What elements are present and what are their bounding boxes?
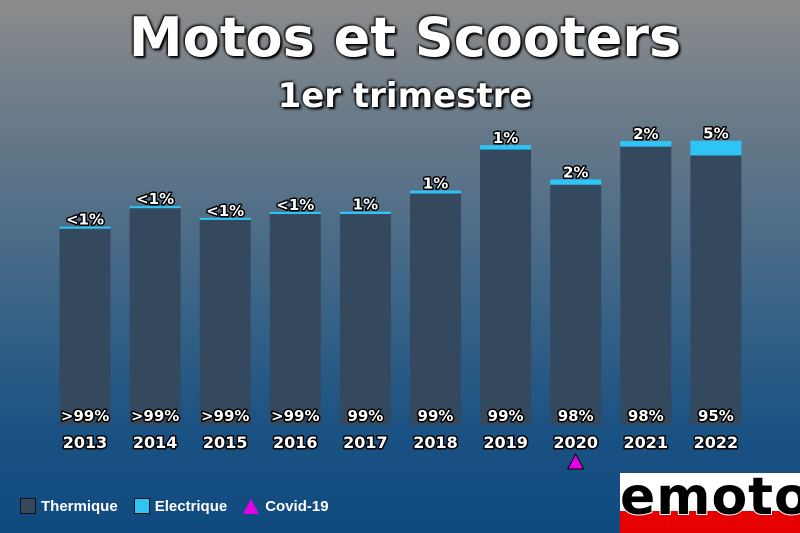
x-tick-2016: 2016 <box>273 433 318 452</box>
bar-thermique-2017 <box>339 214 391 425</box>
bar-electrique-2022 <box>690 140 742 156</box>
label-thermique-2015: >99% <box>201 407 249 425</box>
x-tick-2015: 2015 <box>203 433 248 452</box>
x-tick-2013: 2013 <box>63 433 108 452</box>
bar-thermique-2022 <box>690 155 742 425</box>
bar-thermique-2016 <box>269 214 321 425</box>
bar-thermique-2013 <box>59 228 111 425</box>
bar-electrique-2019 <box>480 145 532 150</box>
label-electrique-2013: <1% <box>66 211 104 229</box>
legend-item-covid: Covid-19 <box>243 497 329 515</box>
label-thermique-2021: 98% <box>628 407 664 425</box>
label-thermique-2019: 99% <box>488 407 524 425</box>
chart-title: Motos et Scooters <box>128 6 682 69</box>
bar-thermique-2014 <box>129 208 181 425</box>
x-tick-2019: 2019 <box>483 433 528 452</box>
bar-thermique-2019 <box>480 149 532 425</box>
label-electrique-2016: <1% <box>276 196 314 214</box>
label-electrique-2020: 2% <box>563 163 588 181</box>
bar-thermique-2020 <box>550 184 602 425</box>
legend-label-electrique: Electrique <box>154 497 228 515</box>
x-tick-2022: 2022 <box>694 433 739 452</box>
label-thermique-2013: >99% <box>61 407 109 425</box>
bar-thermique-2015 <box>199 219 251 425</box>
bar-thermique-2018 <box>410 193 461 425</box>
label-electrique-2014: <1% <box>136 190 174 208</box>
triangle-icon <box>243 498 260 514</box>
label-electrique-2017: 1% <box>353 196 378 214</box>
label-thermique-2020: 98% <box>558 407 594 425</box>
legend-item-thermique: Thermique <box>20 498 118 515</box>
label-electrique-2019: 1% <box>493 129 518 147</box>
bar-electrique-2021 <box>620 141 672 147</box>
logo-text: emoto <box>620 473 800 528</box>
chart-subtitle: 1er trimestre <box>277 76 533 116</box>
label-electrique-2015: <1% <box>206 202 244 220</box>
logo-red-band <box>620 511 800 533</box>
label-thermique-2016: >99% <box>271 407 319 425</box>
label-electrique-2018: 1% <box>423 175 448 193</box>
x-tick-2020: 2020 <box>553 433 598 452</box>
bar-electrique-2013 <box>59 226 111 229</box>
label-thermique-2018: 99% <box>418 407 454 425</box>
legend-label-thermique: Thermique <box>41 497 118 515</box>
bar-electrique-2016 <box>269 212 321 215</box>
legend-swatch-thermique <box>20 498 36 514</box>
legend-item-electrique: Electrique <box>133 497 228 515</box>
label-electrique-2021: 2% <box>633 125 658 143</box>
bar-electrique-2017 <box>339 211 391 215</box>
x-tick-2018: 2018 <box>413 433 458 452</box>
bar-electrique-2014 <box>129 206 181 209</box>
label-electrique-2022: 5% <box>703 125 728 143</box>
emoto-logo[interactable]: emoto <box>620 473 800 533</box>
x-tick-2014: 2014 <box>133 433 178 452</box>
legend-label-covid: Covid-19 <box>265 497 329 515</box>
legend: Thermique Electrique Covid-19 <box>20 496 345 516</box>
label-thermique-2022: 95% <box>698 407 734 425</box>
bar-thermique-2021 <box>620 146 672 425</box>
covid-marker-2020 <box>566 452 585 470</box>
legend-swatch-electrique <box>133 498 150 514</box>
label-thermique-2014: >99% <box>131 407 179 425</box>
x-tick-2017: 2017 <box>343 433 388 452</box>
bar-electrique-2018 <box>410 190 461 194</box>
x-tick-2021: 2021 <box>624 433 669 452</box>
bar-electrique-2015 <box>199 217 251 220</box>
label-thermique-2017: 99% <box>347 407 383 425</box>
bar-electrique-2020 <box>550 179 602 185</box>
